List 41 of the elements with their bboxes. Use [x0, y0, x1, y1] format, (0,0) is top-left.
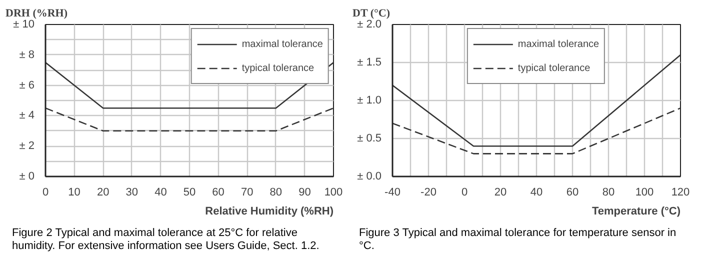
x-axis-title: Relative Humidity (%RH) — [205, 206, 334, 218]
x-tick-label: 50 — [183, 186, 196, 198]
y-tick-label: ± 1.0 — [357, 94, 382, 106]
x-tick-label: 0 — [461, 186, 468, 198]
y-tick-label: ± 6 — [19, 79, 35, 92]
legend-label: typical tolerance — [242, 62, 314, 74]
x-tick-label: 40 — [530, 186, 543, 198]
y-tick-label: ± 0.0 — [357, 170, 382, 182]
y-tick-label: ± 10 — [13, 18, 35, 30]
y-tick-label: ± 8 — [19, 48, 35, 61]
y-tick-label: ± 2 — [19, 140, 35, 152]
x-tick-label: 30 — [126, 186, 138, 198]
x-tick-label: -20 — [420, 186, 436, 198]
x-tick-label: 80 — [270, 186, 282, 198]
y-axis-title: DT (°C) — [352, 8, 390, 20]
caption: Figure 2 Typical and maximal tolerance at 25°C for relative humidity. For extensive information see Users Guide, Sect. 1.2. — [12, 227, 320, 254]
y-axis-title: DRH (%RH) — [6, 8, 68, 20]
x-tick-label: 60 — [212, 186, 224, 198]
y-tick-label: ± 0.5 — [357, 132, 382, 144]
y-tick-label: ± 0 — [19, 170, 35, 182]
y-tick-label: ± 1.5 — [357, 56, 382, 68]
legend-label: maximal tolerance — [518, 38, 600, 50]
x-tick-label: 100 — [324, 186, 343, 198]
x-tick-label: 20 — [494, 186, 507, 198]
x-tick-label: 80 — [602, 186, 615, 198]
legend-label: typical tolerance — [518, 62, 590, 74]
x-tick-label: 20 — [96, 186, 110, 198]
x-tick-label: 40 — [154, 186, 167, 198]
x-tick-label: 60 — [566, 186, 579, 198]
x-tick-label: -40 — [384, 186, 400, 198]
x-tick-label: 70 — [240, 186, 254, 198]
x-tick-label: 10 — [68, 186, 80, 198]
x-tick-label: 90 — [298, 186, 311, 198]
y-tick-label: ± 4 — [19, 110, 35, 122]
x-tick-label: 120 — [671, 186, 690, 198]
y-tick-label: ± 2.0 — [357, 18, 382, 30]
x-axis-title: Temperature (°C) — [592, 206, 681, 218]
x-tick-label: 100 — [635, 186, 654, 198]
x-tick-label: 0 — [42, 186, 49, 198]
caption: Figure 3 Typical and maximal tolerance for temperature sensor in °C. — [359, 227, 678, 254]
legend-label: maximal tolerance — [242, 38, 323, 50]
